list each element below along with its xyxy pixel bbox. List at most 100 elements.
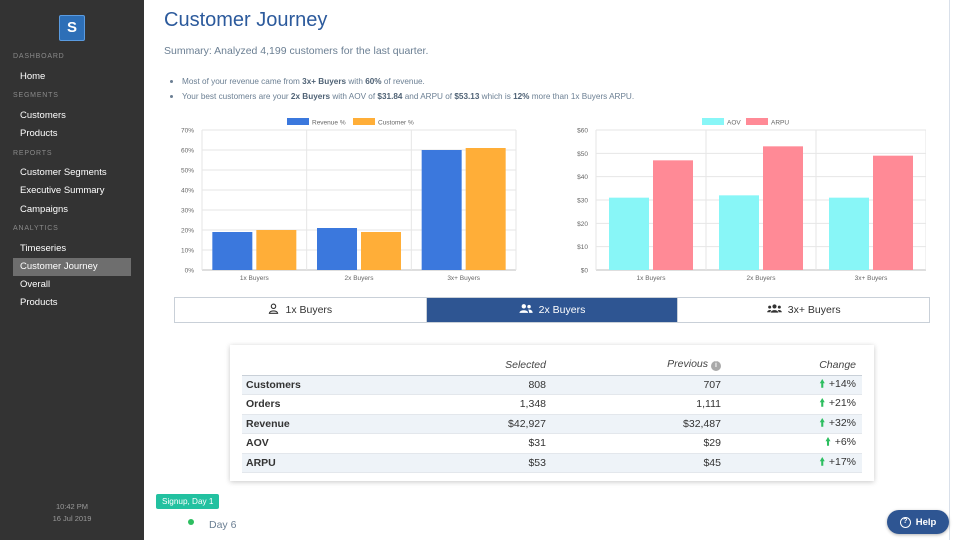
arrow-up-icon: 🠙 — [825, 436, 831, 449]
bar — [719, 195, 759, 270]
x-tick-label: 3x+ Buyers — [855, 275, 888, 282]
bar — [256, 230, 297, 270]
change-value: +6% — [834, 436, 856, 449]
timeline-badge: Signup, Day 1 — [156, 494, 220, 509]
question-icon: ? — [899, 516, 911, 528]
previous-header-label: Previous — [667, 358, 708, 371]
insight-list: Most of your revenue came from 3x+ Buyer… — [170, 74, 634, 104]
y-tick-label: 50% — [181, 168, 194, 175]
clock-date: 16 Jul 2019 — [52, 514, 92, 523]
main-content: Customer Journey Summary: Analyzed 4,199… — [144, 0, 950, 540]
x-tick-label: 1x Buyers — [240, 275, 270, 282]
users-icon — [519, 303, 533, 317]
insight-highlight: 2x Buyers — [290, 92, 331, 101]
bar — [609, 197, 649, 270]
change-cell: 🠙 +21% — [727, 394, 862, 415]
bar — [421, 150, 462, 270]
y-tick-label: 30% — [181, 208, 194, 215]
sidebar-item-timeseries[interactable]: Timeseries — [20, 243, 67, 254]
comparison-table: Selected Previous i Change Customers 808 … — [242, 355, 862, 473]
insight-highlight: 12% — [513, 92, 530, 101]
legend-label: AOV — [727, 120, 741, 127]
aov-arpu-chart: AOV ARPU $0 $10 $20 $30 $40 $50 $60 1x Buyers 2x B… — [556, 112, 926, 287]
section-label-segments: SEGMENTS — [13, 92, 59, 99]
help-button[interactable]: ? Help — [887, 510, 949, 534]
y-tick-label: $60 — [577, 128, 588, 135]
sidebar-item-home[interactable]: Home — [20, 71, 46, 82]
legend-label: Customer % — [378, 120, 414, 127]
table-row: Orders 1,348 1,111 🠙 +21% — [242, 394, 862, 415]
metric-cell: ARPU — [242, 453, 442, 473]
insight-text: of revenue. — [381, 77, 425, 86]
change-value: +21% — [828, 397, 856, 410]
tab-label: 1x Buyers — [285, 304, 333, 316]
section-label-reports: REPORTS — [13, 150, 53, 157]
selected-cell: $53 — [442, 453, 552, 473]
legend-swatch — [353, 118, 375, 125]
bar — [829, 197, 869, 270]
bar — [653, 160, 693, 270]
tab-3x-buyers[interactable]: 3x+ Buyers — [678, 298, 929, 322]
metric-cell: Customers — [242, 375, 442, 395]
selected-cell: 808 — [442, 375, 552, 395]
arrow-up-icon: 🠙 — [819, 455, 825, 468]
users-group-icon — [766, 303, 782, 317]
timeline-dot — [188, 519, 194, 525]
sidebar-item-executive-summary[interactable]: Executive Summary — [20, 185, 105, 196]
previous-cell: $32,487 — [552, 414, 727, 434]
selected-cell: 1,348 — [442, 394, 552, 415]
arrow-up-icon: 🠙 — [819, 416, 825, 429]
info-icon[interactable]: i — [711, 361, 721, 372]
insight-text: and ARPU of — [402, 92, 455, 101]
table-row: ARPU $53 $45 🠙 +17% — [242, 453, 862, 473]
legend-swatch — [702, 118, 724, 125]
change-value: +17% — [828, 455, 856, 468]
user-icon — [268, 303, 279, 317]
metric-cell: Revenue — [242, 414, 442, 434]
change-cell: 🠙 +14% — [727, 375, 862, 395]
y-tick-label: $0 — [581, 268, 589, 275]
sidebar-item-campaigns[interactable]: Campaigns — [20, 204, 69, 215]
tab-2x-buyers[interactable]: 2x Buyers — [426, 298, 679, 322]
section-label-dashboard: DASHBOARD — [13, 53, 65, 60]
bar — [873, 155, 913, 270]
table-row: Revenue $42,927 $32,487 🠙 +32% — [242, 414, 862, 434]
selected-cell: $42,927 — [442, 414, 552, 434]
change-value: +14% — [828, 377, 856, 390]
previous-cell: $29 — [552, 433, 727, 454]
revenue-customer-share-chart: Revenue % Customer % 0% 10% 20% 30% 40% 50% 60% 7… — [166, 112, 526, 287]
buyer-segment-tabs: 1x Buyers 2x Buyers 3x+ Buyers — [174, 297, 930, 323]
sidebar-item-customers[interactable]: Customers — [20, 110, 66, 121]
clock-time: 10:42 PM — [55, 502, 89, 511]
table-row: AOV $31 $29 🠙 +6% — [242, 433, 862, 454]
sidebar: S DASHBOARD Home SEGMENTS Customers Prod… — [0, 0, 144, 540]
insight-text: with — [346, 77, 366, 86]
insight-highlight: 3x+ Buyers — [302, 77, 347, 86]
insight-item: Most of your revenue came from 3x+ Buyer… — [170, 74, 634, 89]
legend-label: Revenue % — [312, 120, 346, 127]
y-tick-label: 60% — [181, 148, 194, 155]
y-tick-label: $30 — [577, 198, 588, 205]
tab-1x-buyers[interactable]: 1x Buyers — [175, 298, 427, 322]
sidebar-item-overall[interactable]: Overall — [20, 279, 51, 290]
sidebar-item-products[interactable]: Products — [20, 128, 58, 139]
y-tick-label: $10 — [577, 244, 588, 251]
y-tick-label: 70% — [181, 128, 194, 135]
insight-item: Your best customers are your 2x Buyers w… — [170, 89, 634, 104]
bar — [361, 232, 401, 270]
app-logo[interactable]: S — [59, 15, 85, 41]
insight-text: with AOV of — [330, 92, 378, 101]
sidebar-item-customer-segments[interactable]: Customer Segments — [20, 167, 107, 178]
sidebar-item-analytics-products[interactable]: Products — [20, 297, 58, 308]
comparison-card: Selected Previous i Change Customers 808 … — [230, 345, 874, 481]
y-tick-label: 0% — [185, 268, 195, 275]
x-tick-label: 3x+ Buyers — [447, 275, 480, 282]
section-label-analytics: ANALYTICS — [13, 225, 59, 232]
insight-text: Your best customers are your — [182, 92, 291, 101]
table-row: Customers 808 707 🠙 +14% — [242, 375, 862, 395]
page-title: Customer Journey — [164, 9, 328, 31]
y-tick-label: 40% — [181, 188, 194, 195]
logo-letter: S — [66, 19, 77, 36]
sidebar-item-customer-journey[interactable]: Customer Journey — [13, 258, 131, 276]
change-cell: 🠙 +17% — [727, 453, 862, 473]
